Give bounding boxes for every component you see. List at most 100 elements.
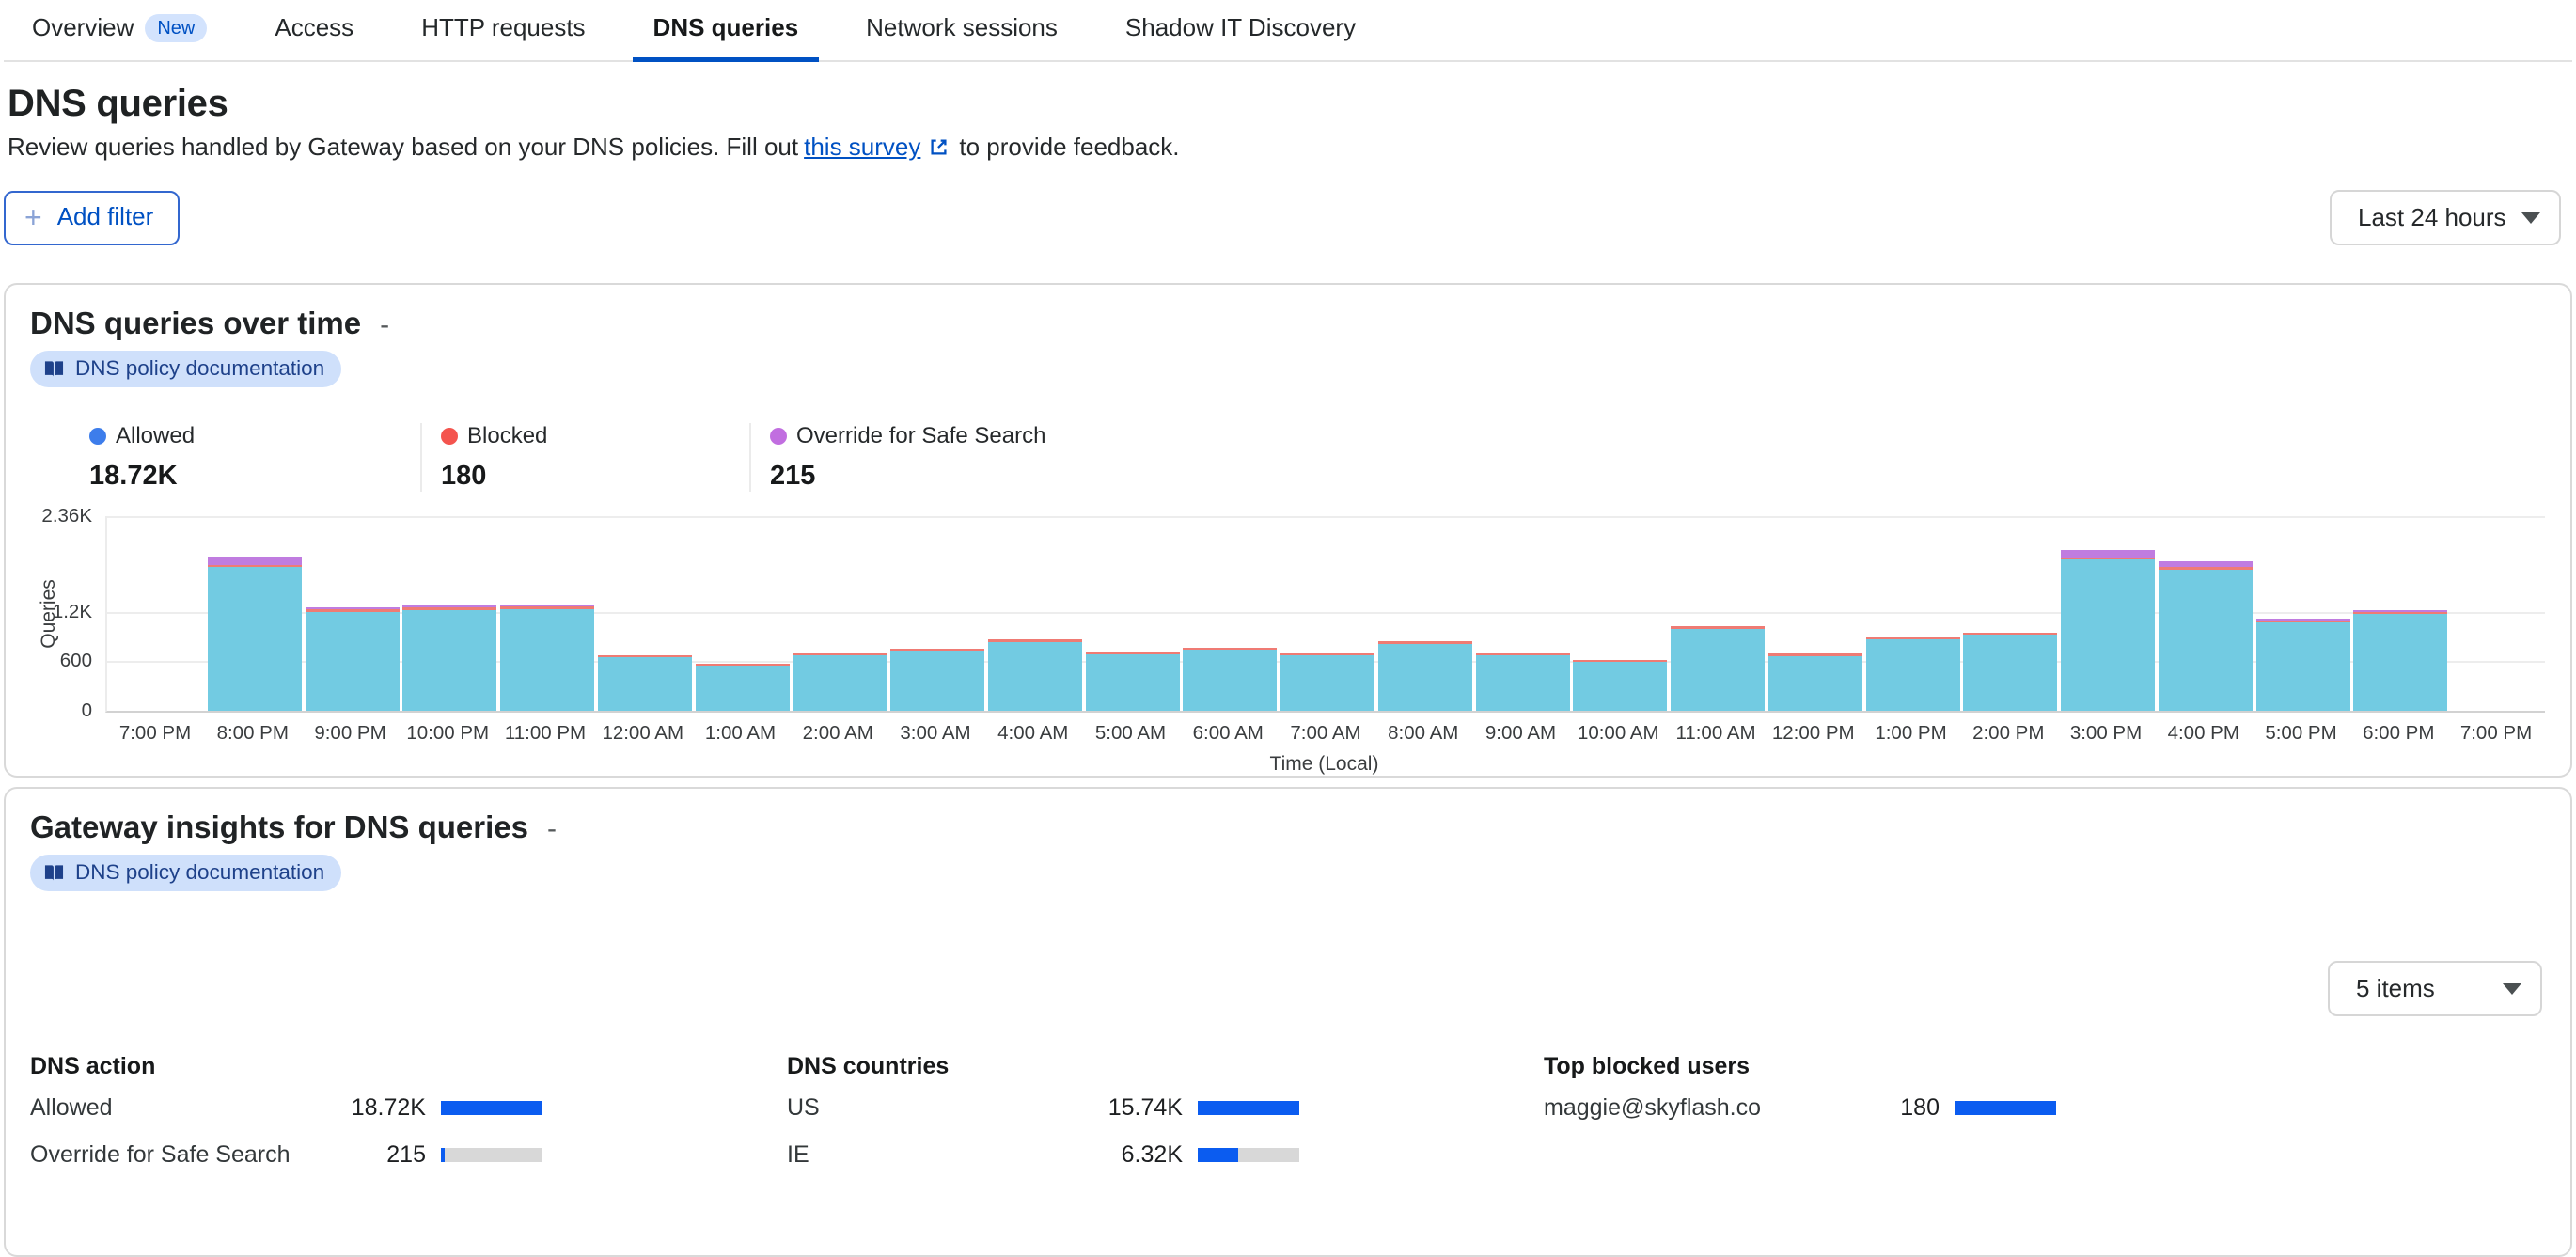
insight-row-bar-fill	[441, 1147, 445, 1162]
insight-column-header: DNS countries	[787, 1052, 950, 1079]
page-description: Review queries handled by Gateway based …	[8, 133, 2572, 162]
x-tick-label: 8:00 AM	[1388, 722, 1459, 744]
tab-network-sessions[interactable]: Network sessions	[845, 9, 1078, 62]
chart-plot-area: Queries 0 600 1.2K 2.36K	[38, 505, 2545, 721]
insight-row-label: IE	[787, 1140, 809, 1168]
dns-policy-doc-badge[interactable]: DNS policy documentation	[30, 855, 342, 891]
bar-segment-override	[402, 605, 497, 608]
insight-row-bar-track	[1198, 1147, 1299, 1162]
tab-dns-queries[interactable]: DNS queries	[632, 9, 820, 62]
legend-item-override-for-safe-search: Override for Safe Search 215	[749, 423, 1083, 492]
bar-segment-blocked	[1963, 632, 2058, 636]
insight-row-ie[interactable]: IE 6.32K	[787, 1131, 1299, 1178]
y-tick-label: 0	[81, 699, 92, 721]
insight-row-value: 18.72K	[351, 1093, 426, 1121]
survey-link[interactable]: this survey	[804, 133, 921, 161]
insight-row-maggie-skyflash-co[interactable]: maggie@skyflash.co 180	[1544, 1084, 2056, 1131]
add-filter-button[interactable]: + Add filter	[4, 190, 181, 245]
bar-segment-blocked	[207, 564, 302, 568]
bar-segment-blocked	[1573, 659, 1668, 663]
chart-bar-1-00-pm	[1865, 636, 1960, 711]
legend-label: Blocked	[467, 423, 548, 448]
chart-bar-8-00-am	[1377, 641, 1472, 711]
insights-card-title-row: Gateway insights for DNS queries -	[30, 809, 2546, 845]
insight-column-dns-action: DNS action Allowed 18.72K Override for Safe…	[30, 1048, 542, 1178]
chart-bar-11-00-pm	[500, 605, 594, 711]
x-tick-label: 3:00 PM	[2069, 722, 2143, 744]
insight-row-label: Allowed	[30, 1093, 113, 1121]
insight-column-header: Top blocked users	[1544, 1052, 1751, 1079]
x-tick-label: 12:00 AM	[602, 722, 684, 744]
bar-segment-blocked	[793, 652, 887, 656]
tab-label: Network sessions	[866, 13, 1058, 41]
new-badge: New	[145, 13, 208, 42]
chart-bar-11-00-am	[1671, 626, 1765, 711]
description-suffix: to provide feedback.	[959, 133, 1180, 161]
bar-segment-allowed	[1280, 655, 1374, 711]
x-tick-label: 11:00 AM	[1675, 722, 1756, 744]
tab-overview[interactable]: Overview New	[11, 9, 228, 62]
gridline	[107, 611, 2545, 614]
chart-bar-4-00-pm	[2158, 561, 2253, 711]
collapse-toggle[interactable]: -	[380, 309, 390, 340]
bar-segment-blocked	[987, 639, 1082, 642]
x-tick-label: 12:00 PM	[1771, 722, 1855, 744]
bar-segment-blocked	[1280, 652, 1374, 656]
chart-bar-12-00-am	[597, 654, 692, 711]
book-icon	[43, 359, 65, 379]
bar-segment-allowed	[402, 609, 497, 711]
dns-queries-chart: Queries 0 600 1.2K 2.36K 7:00 PM 8:00 PM 9:00…	[30, 505, 2546, 775]
insight-row-value: 180	[1900, 1093, 1940, 1121]
description-prefix: Review queries handled by Gateway based …	[8, 133, 799, 161]
page-title: DNS queries	[8, 83, 228, 124]
insight-column-dns-countries: DNS countries US 15.74K IE 6.32K	[787, 1048, 1299, 1178]
chart-bar-6-00-pm	[2353, 609, 2448, 711]
tab-access[interactable]: Access	[254, 9, 374, 62]
bar-segment-blocked	[1183, 647, 1278, 651]
doc-badge-label: DNS policy documentation	[75, 860, 325, 884]
insight-row-us[interactable]: US 15.74K	[787, 1084, 1299, 1131]
bar-segment-allowed	[1671, 628, 1765, 711]
external-link-icon	[928, 136, 950, 158]
insight-row-override-for-safe-search[interactable]: Override for Safe Search 215	[30, 1131, 542, 1178]
insight-column-header: DNS action	[30, 1052, 156, 1079]
tab-http-requests[interactable]: HTTP requests	[401, 9, 605, 62]
legend-value: 215	[770, 461, 816, 491]
bar-segment-allowed	[1963, 635, 2058, 711]
x-tick-label: 6:00 AM	[1192, 722, 1264, 744]
time-range-select[interactable]: Last 24 hours	[2330, 190, 2561, 245]
bar-segment-blocked	[695, 663, 790, 667]
bar-segment-allowed	[500, 608, 594, 711]
chart-bar-2-00-am	[793, 652, 887, 711]
y-tick-label: 600	[59, 650, 92, 672]
chart-bar-5-00-am	[1085, 652, 1180, 711]
insight-row-value: 6.32K	[1121, 1140, 1183, 1168]
bar-segment-blocked	[500, 606, 594, 609]
legend-label: Override for Safe Search	[796, 423, 1046, 448]
dns-queries-over-time-card: DNS queries over time - DNS policy docum…	[4, 283, 2572, 778]
legend-label: Allowed	[116, 423, 196, 448]
x-tick-label: 5:00 PM	[2265, 722, 2337, 744]
x-tick-label: 10:00 AM	[1577, 722, 1659, 744]
filter-row: + Add filter Last 24 hours	[4, 190, 2572, 245]
chart-bar-7-00-am	[1280, 652, 1374, 711]
bar-segment-allowed	[1085, 654, 1180, 711]
dns-policy-doc-badge[interactable]: DNS policy documentation	[30, 351, 342, 387]
items-count-value: 5 items	[2356, 974, 2435, 1002]
tab-label: Overview	[32, 13, 134, 41]
tab-shadow-it-discovery[interactable]: Shadow IT Discovery	[1105, 9, 1376, 62]
chart-card-title: DNS queries over time	[30, 306, 362, 340]
insight-row-allowed[interactable]: Allowed 18.72K	[30, 1084, 542, 1131]
items-count-select[interactable]: 5 items	[2328, 961, 2542, 1016]
chart-bar-8-00-pm	[207, 557, 302, 711]
doc-badge-label: DNS policy documentation	[75, 356, 325, 380]
collapse-toggle[interactable]: -	[546, 813, 557, 844]
bar-segment-blocked	[1475, 652, 1570, 656]
bar-segment-allowed	[2061, 559, 2155, 711]
bar-segment-blocked	[1085, 652, 1180, 655]
bar-segment-blocked	[2353, 611, 2448, 615]
insight-row-value: 15.74K	[1107, 1093, 1183, 1121]
insights-grid: DNS action Allowed 18.72K Override for Safe…	[30, 1048, 2546, 1178]
chart-bar-10-00-am	[1573, 659, 1668, 711]
